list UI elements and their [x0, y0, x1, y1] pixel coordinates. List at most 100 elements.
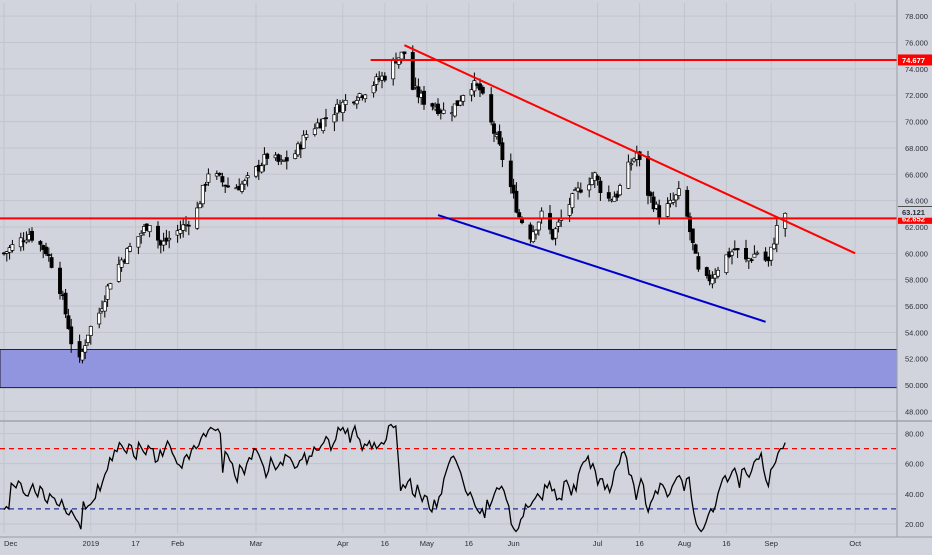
candle-up [340, 101, 345, 113]
candle-down [382, 75, 387, 81]
candle-down [707, 274, 712, 282]
candle-up [80, 351, 85, 361]
candle-up [245, 175, 250, 179]
candle-down [690, 228, 695, 243]
candle-up [136, 236, 141, 248]
candle-up [125, 248, 130, 264]
candle-down [46, 254, 51, 257]
candle-up [553, 228, 558, 239]
x-tick-label: 16 [635, 539, 643, 548]
candle-up [730, 251, 734, 256]
candle-down [66, 315, 71, 329]
candle-down [30, 230, 34, 241]
candle-up [200, 184, 205, 205]
candle-up [531, 231, 536, 242]
y-tick-label: 64.000 [905, 197, 928, 206]
candle-up [332, 114, 337, 123]
y-tick-label: 48.000 [905, 407, 928, 416]
candle-up [567, 204, 572, 216]
current-price-tag [898, 206, 932, 218]
candle-up [769, 246, 774, 261]
candle-up [240, 183, 244, 192]
candle-up [119, 259, 124, 268]
candle-up [198, 203, 202, 209]
support-price-tag [898, 212, 932, 224]
candle-down [598, 180, 603, 193]
candle-down [265, 153, 270, 159]
candle-down [492, 123, 496, 134]
candle-up [184, 223, 188, 226]
candle-up [665, 203, 670, 217]
candle-up [772, 243, 776, 250]
candle-down [637, 151, 642, 160]
candle-up [626, 161, 631, 189]
candle-down [657, 205, 662, 219]
candle-down [226, 185, 230, 188]
candle-up [710, 277, 715, 285]
y-tick-label: 78.000 [905, 12, 928, 21]
candle-up [587, 184, 592, 191]
candle-down [517, 212, 522, 218]
candle-up [178, 229, 183, 234]
x-tick-label: Sep [765, 539, 778, 548]
candle-down [49, 257, 54, 268]
lower-channel-line [437, 214, 766, 323]
candle-up [108, 283, 113, 290]
candle-up [304, 134, 309, 138]
y-tick-label: 56.000 [905, 302, 928, 311]
y-tick-label: 76.000 [905, 39, 928, 48]
resistance-price-label: 74.677 [902, 56, 925, 65]
candle-down [186, 224, 191, 227]
candle-up [371, 85, 376, 94]
line-layer [0, 44, 897, 323]
candle-up [83, 345, 88, 353]
candle-up [629, 163, 634, 166]
candle-down [693, 244, 698, 254]
candle-up [612, 196, 617, 202]
candle-up [259, 165, 264, 173]
candle-up [312, 128, 317, 135]
candle-up [242, 180, 247, 185]
candle-up [102, 301, 107, 312]
candle-up [774, 225, 779, 245]
candle-up [752, 253, 757, 258]
candle-down [497, 131, 502, 145]
candle-down [276, 154, 281, 162]
rsi-y-tick-label: 20.00 [905, 520, 924, 529]
candle-down [63, 292, 68, 315]
y-tick-label: 66.000 [905, 170, 928, 179]
demand-zone [0, 349, 898, 389]
x-tick-label: Aug [678, 539, 691, 548]
candle-up [206, 173, 211, 183]
candle-down [735, 248, 740, 251]
candle-down [402, 51, 407, 55]
candle-down [324, 117, 328, 120]
x-tick-label: 16 [722, 539, 730, 548]
candle-down [156, 225, 160, 241]
candle-down [489, 94, 494, 123]
candle-down [480, 86, 485, 94]
y-tick-label: 60.000 [905, 249, 928, 258]
candle-down [38, 241, 43, 245]
x-tick-label: 2019 [82, 539, 99, 548]
candle-down [77, 341, 82, 358]
candle-down [646, 156, 650, 196]
candle-down [69, 326, 74, 345]
candle-up [86, 334, 90, 343]
candle-up [441, 109, 446, 114]
candle-up [354, 100, 359, 105]
x-tick-label: Oct [849, 539, 862, 548]
candle-up [374, 76, 379, 85]
candle-up [724, 254, 729, 274]
y-tick-label: 52.000 [905, 355, 928, 364]
x-tick-label: Jul [593, 539, 603, 548]
rsi-y-tick-label: 80.00 [905, 430, 924, 439]
candle-down [578, 189, 583, 193]
x-tick-label: Dec [4, 539, 18, 548]
candle-up [105, 285, 110, 300]
x-tick-label: Jun [508, 539, 520, 548]
x-tick-label: 16 [465, 539, 473, 548]
candle-down [763, 251, 768, 261]
